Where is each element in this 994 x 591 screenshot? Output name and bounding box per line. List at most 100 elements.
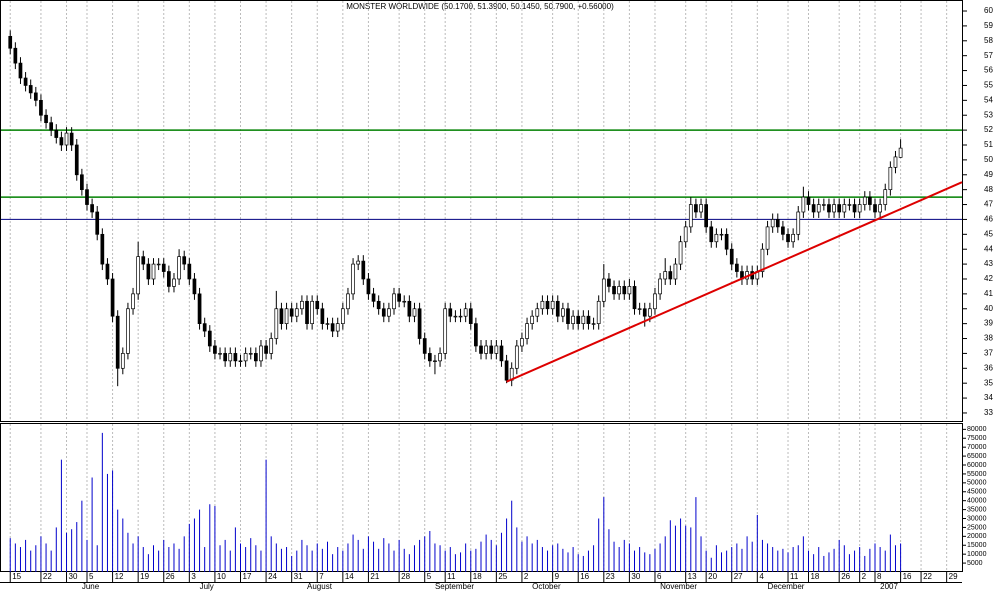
chart-title: MONSTER WORLDWIDE (50.1700, 51.3900, 50.… — [346, 2, 614, 11]
candle-body — [704, 204, 708, 228]
candle-body — [54, 129, 59, 138]
y-tick-label: 48 — [984, 185, 993, 194]
volume-tick-label: 70000 — [967, 444, 987, 451]
candle-body — [688, 204, 693, 228]
candle-body — [356, 260, 361, 265]
volume-tick-label: 50000 — [967, 480, 987, 487]
x-tick-label: 26 — [841, 572, 850, 581]
candle-body — [724, 233, 729, 250]
candle-body — [581, 315, 586, 324]
candle-body — [243, 353, 248, 362]
y-tick-label: 35 — [984, 378, 993, 387]
candle-body — [310, 300, 314, 324]
candle-body — [95, 211, 100, 235]
x-tick-label: 15 — [12, 572, 21, 581]
candle-body — [663, 271, 668, 280]
candle-body — [59, 137, 64, 146]
candle-body — [320, 308, 325, 324]
volume-tick-label: 55000 — [967, 471, 987, 478]
y-tick-label: 43 — [984, 259, 993, 268]
x-tick-label: 22 — [923, 572, 932, 581]
x-tick-label: 2 — [524, 572, 529, 581]
candle-body — [566, 308, 570, 324]
candle-body — [69, 132, 74, 146]
candle-body — [427, 353, 432, 362]
y-tick-label: 56 — [984, 66, 993, 75]
candle-body — [878, 204, 882, 213]
y-tick-label: 49 — [984, 170, 993, 179]
candle-body — [23, 77, 28, 86]
candle-body — [468, 308, 473, 324]
candle-body — [146, 263, 151, 280]
candle-body — [264, 345, 268, 354]
x-tick-label: 11 — [447, 572, 456, 581]
month-label: September — [435, 582, 474, 591]
candle-body — [642, 308, 647, 317]
candle-body — [172, 278, 176, 287]
y-tick-label: 38 — [984, 334, 993, 343]
y-tick-label: 51 — [984, 140, 993, 149]
x-tick-label: 23 — [606, 572, 615, 581]
volume-tick-label: 60000 — [967, 462, 987, 469]
candle-body — [346, 293, 350, 310]
candle-body — [520, 338, 524, 347]
candle-body — [161, 263, 166, 272]
y-tick-label: 34 — [984, 393, 993, 402]
candle-body — [453, 315, 458, 318]
candle-body — [632, 286, 637, 310]
candle-body — [412, 308, 417, 317]
candle-body — [300, 300, 304, 310]
candle-body — [223, 353, 227, 362]
candle-body — [448, 308, 453, 317]
candle-body — [827, 204, 831, 213]
candle-body — [791, 233, 795, 243]
y-tick-label: 45 — [984, 229, 993, 238]
candle-body — [18, 62, 23, 79]
volume-tick-label: 15000 — [967, 542, 987, 549]
y-tick-label: 50 — [984, 155, 993, 164]
candle-body — [213, 345, 217, 354]
candle-body — [289, 308, 294, 317]
candle-body — [857, 204, 862, 213]
y-tick-label: 57 — [984, 51, 993, 60]
candle-body — [340, 308, 345, 324]
candle-body — [535, 308, 540, 317]
candle-body — [658, 278, 662, 295]
candle-body — [499, 345, 504, 362]
candle-body — [612, 286, 616, 295]
candle-body — [422, 338, 427, 354]
y-tick-label: 42 — [984, 274, 993, 283]
candle-body — [898, 147, 903, 158]
candle-body — [361, 260, 366, 280]
y-tick-label: 37 — [984, 349, 993, 358]
y-tick-label: 46 — [984, 215, 993, 224]
candle-body — [284, 308, 289, 324]
candle-body — [525, 323, 529, 339]
month-label: November — [660, 582, 697, 591]
x-tick-label: 10 — [217, 572, 226, 581]
x-tick-label: 18 — [473, 572, 482, 581]
candle-body — [381, 308, 386, 317]
candle-body — [192, 278, 197, 295]
x-tick-label: 17 — [243, 572, 252, 581]
candle-body — [305, 300, 309, 324]
candle-body — [479, 345, 483, 354]
candle-body — [115, 315, 120, 369]
candle-body — [596, 300, 601, 324]
candle-body — [847, 204, 852, 206]
month-label: August — [307, 582, 333, 591]
trend-line — [506, 181, 963, 383]
candle-body — [806, 196, 811, 205]
x-tick-label: 16 — [580, 572, 589, 581]
candle-body — [279, 308, 284, 324]
candle-body — [44, 114, 48, 124]
candle-body — [85, 189, 89, 205]
candle-body — [39, 99, 43, 116]
candle-body — [673, 263, 678, 280]
x-tick-label: 7 — [319, 572, 324, 581]
y-tick-label: 36 — [984, 363, 993, 372]
candle-body — [228, 353, 233, 362]
candle-body — [294, 308, 299, 317]
candle-body — [786, 233, 790, 243]
